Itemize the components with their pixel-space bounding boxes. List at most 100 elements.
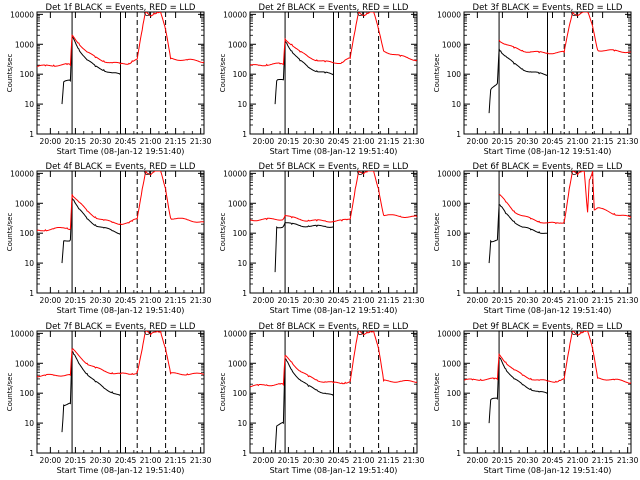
x-tick-label: 21:15 bbox=[592, 137, 614, 146]
panel-title: Det 7f BLACK = Events, RED = LLD bbox=[46, 322, 196, 332]
detector-panel-5: Det 5f BLACK = Events, RED = LLD 1 10 100 10… bbox=[219, 162, 425, 315]
x-tick-label: 20:15 bbox=[65, 456, 87, 465]
y-tick-label: 1 bbox=[242, 449, 247, 458]
series-group bbox=[464, 331, 631, 424]
y-tick-label: 1000 bbox=[15, 359, 34, 368]
y-tick-label: 1 bbox=[29, 289, 34, 298]
y-tick-label: 10 bbox=[237, 419, 247, 428]
detector-panel-9: Det 9f BLACK = Events, RED = LLD 1 10 100 10… bbox=[433, 322, 639, 475]
x-tick-label: 20:45 bbox=[328, 137, 350, 146]
x-tick-label: 21:00 bbox=[140, 296, 162, 305]
y-tick-label: 100 bbox=[447, 229, 462, 238]
y-tick-label: 10000 bbox=[10, 10, 34, 19]
x-tick-label: 20:30 bbox=[517, 296, 539, 305]
y-tick-label: 10 bbox=[24, 419, 34, 428]
x-tick-label: 20:15 bbox=[492, 137, 514, 146]
y-tick-label: 1000 bbox=[15, 40, 34, 49]
x-tick-label: 20:15 bbox=[492, 296, 514, 305]
y-tick-label: 1 bbox=[456, 289, 461, 298]
saturation-marker bbox=[571, 171, 578, 176]
x-tick-label: 21:00 bbox=[567, 456, 589, 465]
y-tick-label: 1 bbox=[242, 289, 247, 298]
series-line-lld bbox=[37, 331, 204, 378]
y-tick-label: 100 bbox=[233, 70, 248, 79]
x-tick-label: 20:45 bbox=[542, 137, 564, 146]
x-tick-label: 20:00 bbox=[253, 137, 275, 146]
y-tick-label: 10000 bbox=[223, 10, 247, 19]
x-tick-label: 21:15 bbox=[165, 137, 187, 146]
x-tick-label: 20:45 bbox=[328, 456, 350, 465]
x-tick-label: 20:30 bbox=[90, 296, 112, 305]
x-tick-label: 20:15 bbox=[278, 456, 300, 465]
x-tick-label: 21:30 bbox=[403, 296, 425, 305]
series-line-lld bbox=[498, 12, 631, 55]
panel-title: Det 9f BLACK = Events, RED = LLD bbox=[473, 322, 623, 332]
y-tick-label: 100 bbox=[20, 229, 35, 238]
series-group bbox=[250, 171, 417, 273]
x-tick-label: 20:15 bbox=[278, 296, 300, 305]
x-tick-label: 21:30 bbox=[190, 137, 212, 146]
x-tick-label: 21:00 bbox=[353, 296, 375, 305]
x-axis-label: Start Time (08-Jan-12 19:51:40) bbox=[57, 306, 185, 315]
series-line-lld bbox=[250, 171, 417, 223]
y-tick-label: 1 bbox=[242, 130, 247, 139]
y-tick-label: 1000 bbox=[228, 359, 247, 368]
y-tick-label: 100 bbox=[20, 70, 35, 79]
y-tick-label: 1000 bbox=[442, 40, 461, 49]
y-tick-label: 100 bbox=[233, 229, 248, 238]
detector-panel-6: Det 6f BLACK = Events, RED = LLD 1 10 100 10… bbox=[433, 162, 639, 315]
y-axis-label: Counts/sec bbox=[433, 54, 441, 93]
y-tick-label: 10 bbox=[451, 259, 461, 268]
x-tick-label: 20:00 bbox=[40, 296, 62, 305]
series-line-events bbox=[488, 48, 548, 114]
x-tick-label: 20:15 bbox=[65, 137, 87, 146]
y-tick-label: 10000 bbox=[437, 10, 461, 19]
series-line-events bbox=[274, 221, 334, 273]
saturation-marker bbox=[357, 331, 364, 336]
y-tick-label: 10000 bbox=[223, 329, 247, 338]
x-tick-label: 20:30 bbox=[517, 456, 539, 465]
x-tick-label: 21:15 bbox=[378, 137, 400, 146]
x-tick-label: 20:30 bbox=[303, 296, 325, 305]
x-tick-label: 21:15 bbox=[378, 456, 400, 465]
x-axis-label: Start Time (08-Jan-12 19:51:40) bbox=[484, 147, 612, 156]
x-axis-label: Start Time (08-Jan-12 19:51:40) bbox=[270, 306, 398, 315]
series-line-events bbox=[274, 358, 334, 453]
y-tick-label: 1 bbox=[29, 130, 34, 139]
x-tick-label: 21:15 bbox=[378, 296, 400, 305]
series-line-events bbox=[61, 197, 121, 264]
x-tick-label: 20:00 bbox=[467, 296, 489, 305]
y-axis-label: Counts/sec bbox=[433, 373, 441, 412]
x-tick-label: 20:30 bbox=[303, 456, 325, 465]
x-tick-label: 20:45 bbox=[542, 456, 564, 465]
x-tick-label: 21:30 bbox=[190, 296, 212, 305]
x-tick-label: 21:15 bbox=[165, 456, 187, 465]
y-axis-label: Counts/sec bbox=[6, 373, 14, 412]
x-tick-label: 21:15 bbox=[592, 456, 614, 465]
series-group bbox=[37, 171, 204, 264]
x-tick-label: 21:00 bbox=[567, 296, 589, 305]
y-axis-label: Counts/sec bbox=[6, 54, 14, 93]
x-tick-label: 20:00 bbox=[253, 456, 275, 465]
x-tick-label: 21:00 bbox=[567, 137, 589, 146]
y-tick-label: 10000 bbox=[223, 169, 247, 178]
y-tick-label: 10000 bbox=[437, 329, 461, 338]
x-tick-label: 21:30 bbox=[190, 456, 212, 465]
y-tick-label: 1 bbox=[456, 449, 461, 458]
series-group bbox=[488, 12, 631, 114]
detector-panel-1: Det 1f BLACK = Events, RED = LLD 1 10 100 10… bbox=[6, 3, 212, 156]
y-tick-label: 10000 bbox=[10, 329, 34, 338]
y-tick-label: 1000 bbox=[442, 359, 461, 368]
series-line-lld bbox=[498, 171, 631, 225]
x-tick-label: 21:15 bbox=[165, 296, 187, 305]
y-tick-label: 1 bbox=[456, 130, 461, 139]
y-tick-label: 10 bbox=[24, 100, 34, 109]
series-line-lld bbox=[37, 12, 204, 67]
x-tick-label: 21:00 bbox=[353, 456, 375, 465]
series-line-lld bbox=[250, 331, 417, 388]
y-axis-label: Counts/sec bbox=[219, 54, 227, 93]
detector-panel-3: Det 3f BLACK = Events, RED = LLD 1 10 100 10… bbox=[433, 3, 639, 156]
x-tick-label: 20:15 bbox=[492, 456, 514, 465]
y-tick-label: 100 bbox=[20, 389, 35, 398]
x-tick-label: 21:30 bbox=[617, 456, 639, 465]
